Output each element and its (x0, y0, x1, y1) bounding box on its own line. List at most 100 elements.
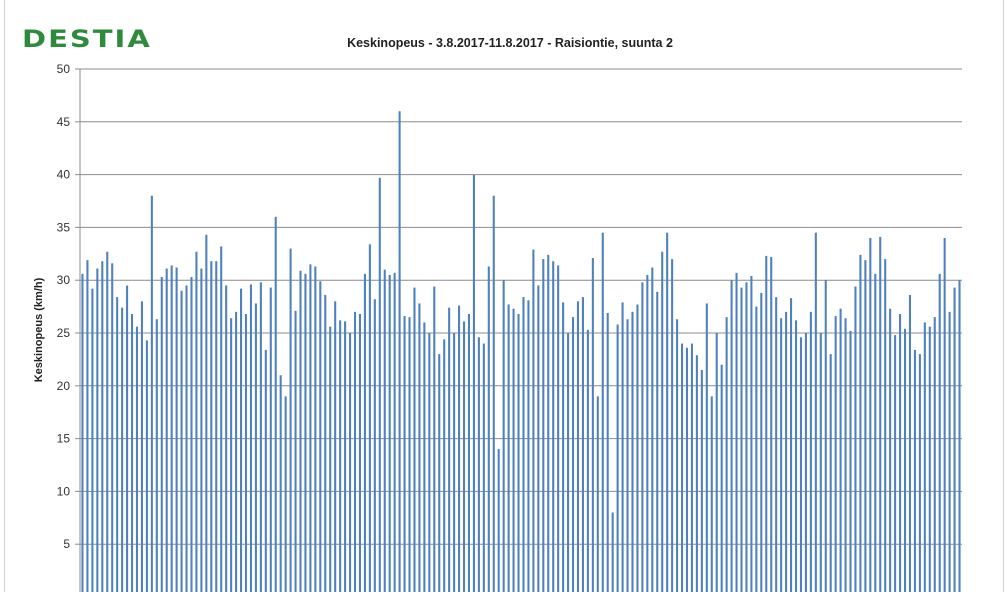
bar (656, 291, 659, 592)
bar (106, 251, 109, 592)
bar (591, 258, 594, 592)
bar (720, 364, 723, 592)
bar (458, 305, 461, 592)
bar (641, 282, 644, 592)
bar (631, 311, 634, 592)
bar (750, 275, 753, 592)
bar (329, 326, 332, 592)
bar (780, 318, 783, 592)
bar (170, 265, 173, 592)
bar (200, 268, 203, 592)
bar (418, 303, 421, 592)
bar (636, 304, 639, 592)
bar (349, 333, 352, 592)
bar (160, 277, 163, 592)
bar (373, 299, 376, 592)
bar (760, 292, 763, 592)
bar (453, 333, 456, 592)
bar (690, 343, 693, 592)
bar (923, 322, 926, 592)
bar (353, 311, 357, 592)
bar (155, 319, 158, 592)
bar (661, 251, 664, 592)
chart-frame (4, 0, 1004, 592)
bar (91, 288, 94, 592)
bar (606, 312, 609, 592)
bar (230, 318, 233, 592)
bar (205, 234, 208, 592)
bar (492, 195, 495, 592)
bar (775, 297, 778, 592)
bar (140, 301, 143, 592)
bar (646, 274, 649, 592)
bar (304, 273, 307, 592)
bar (849, 330, 852, 592)
bar (507, 304, 510, 592)
bar (859, 254, 862, 592)
bar (854, 286, 857, 592)
bar (284, 396, 287, 592)
bar (547, 254, 550, 592)
bar (676, 319, 679, 592)
bar (477, 337, 480, 592)
bar (532, 249, 535, 592)
bar (953, 287, 956, 592)
bar (220, 246, 223, 592)
bar (423, 322, 426, 592)
bar (240, 288, 243, 592)
bar (244, 313, 248, 592)
bar (462, 321, 466, 592)
bar (586, 329, 589, 592)
bar (913, 349, 916, 592)
bar (135, 326, 139, 592)
bar (908, 294, 912, 592)
bar (116, 297, 119, 592)
bar (517, 313, 520, 592)
bar (334, 301, 337, 592)
bar (844, 318, 847, 592)
y-tick-label: 50 (57, 62, 71, 76)
bar (512, 308, 515, 592)
bar (363, 273, 366, 592)
bar (408, 317, 411, 592)
bar (413, 287, 416, 592)
bar (581, 297, 584, 592)
bar (616, 324, 619, 592)
bar (279, 375, 282, 592)
bar (542, 259, 545, 592)
bar (794, 320, 798, 592)
bar (344, 321, 347, 592)
bar (730, 280, 733, 592)
y-tick-label: 30 (57, 273, 71, 287)
y-tick-label: 25 (57, 326, 71, 340)
bar (482, 343, 485, 592)
bar (814, 232, 817, 592)
bar (770, 256, 773, 592)
bar (81, 273, 84, 592)
bar (378, 177, 381, 592)
bar (215, 261, 218, 592)
bar (319, 281, 322, 592)
bar (611, 512, 614, 592)
bar (274, 216, 277, 592)
bar (839, 308, 842, 592)
bar (433, 286, 436, 592)
bar (765, 255, 768, 592)
bar (621, 302, 624, 592)
bar (195, 251, 198, 592)
bar (571, 317, 575, 592)
bar (180, 290, 183, 592)
bar (626, 319, 629, 592)
y-tick-label: 20 (57, 379, 71, 393)
bar (601, 232, 604, 592)
y-tick-label: 45 (57, 115, 71, 129)
bar (438, 354, 441, 592)
bar (249, 284, 252, 592)
bar (96, 268, 99, 592)
bar (269, 287, 272, 592)
bar (299, 270, 302, 592)
bar (383, 269, 386, 592)
bar (358, 313, 361, 592)
bar (472, 174, 475, 592)
